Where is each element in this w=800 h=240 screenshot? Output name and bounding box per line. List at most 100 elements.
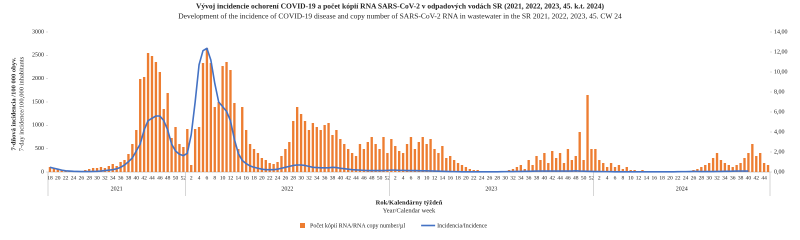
bar <box>390 139 393 172</box>
bar <box>398 151 401 172</box>
bar <box>586 95 589 172</box>
x-tick-label: 50 <box>581 175 587 181</box>
bar <box>413 149 417 172</box>
x-tick-label: 36 <box>118 175 124 181</box>
bar <box>343 144 346 172</box>
bar <box>598 160 601 172</box>
bar <box>260 158 264 172</box>
x-tick-label: 12 <box>636 175 642 181</box>
bar <box>566 149 570 172</box>
y-tick-label: 1500 <box>32 99 44 105</box>
bar <box>719 160 723 172</box>
x-tick-label: 20 <box>667 175 673 181</box>
x-tick-label: 18 <box>251 175 257 181</box>
bar <box>268 163 271 172</box>
bar <box>205 48 209 172</box>
x-tick-label: 46 <box>157 175 163 181</box>
bar <box>170 138 173 172</box>
x-tick-label: 48 <box>165 175 171 181</box>
bar <box>319 130 322 172</box>
bar <box>759 153 762 172</box>
bar <box>766 165 770 172</box>
x-tick-label: 18 <box>455 175 461 181</box>
bar <box>578 132 581 172</box>
x-tick-label: 20 <box>463 175 469 181</box>
year-label: 2021 <box>111 186 123 192</box>
y2-tick-label: 6,00 <box>774 109 785 115</box>
bar <box>449 156 452 172</box>
bar <box>362 149 366 172</box>
bar <box>252 149 256 172</box>
bar <box>531 165 534 172</box>
bar <box>48 167 52 172</box>
x-tick-label: 46 <box>361 175 367 181</box>
y-tick-label: 3000 <box>32 29 44 35</box>
y2-tick-label: 14,00 <box>774 29 788 35</box>
x-tick-label: 42 <box>549 175 555 181</box>
x-tick-label: 34 <box>110 175 116 181</box>
bar <box>237 149 240 172</box>
x-tick-label: 16 <box>243 175 249 181</box>
x-tick-label: 40 <box>338 175 344 181</box>
bar <box>609 163 613 172</box>
x-tick-label: 36 <box>730 175 736 181</box>
bar <box>347 149 350 172</box>
x-tick-label: 50 <box>173 175 179 181</box>
bar <box>284 149 287 172</box>
bar <box>468 169 471 172</box>
bar <box>60 170 63 172</box>
bar <box>241 107 244 172</box>
bar <box>554 158 558 172</box>
x-tick-label: 12 <box>432 175 438 181</box>
bar <box>197 127 201 172</box>
x-tick-label: 32 <box>102 175 108 181</box>
bar <box>527 160 530 172</box>
y-tick-label: 500 <box>35 146 44 152</box>
bar <box>217 102 220 172</box>
x-tick-label: 10 <box>424 175 430 181</box>
line <box>49 47 749 173</box>
x-tick-label: 8 <box>213 175 216 181</box>
bar <box>429 139 432 172</box>
y2-tick-label: 12,00 <box>774 49 788 55</box>
bar <box>99 167 103 172</box>
x-tick-label: 26 <box>283 175 289 181</box>
bar <box>382 137 385 172</box>
year-label: 2024 <box>676 186 688 192</box>
x-tick-label: 6 <box>206 175 209 181</box>
bar <box>95 168 99 172</box>
x-tick-label: 24 <box>683 175 689 181</box>
bar <box>417 142 420 172</box>
bar <box>727 165 730 172</box>
x-tick-label: 36 <box>322 175 328 181</box>
bar <box>323 125 326 172</box>
bar <box>142 77 146 172</box>
bar <box>711 158 715 172</box>
bar <box>139 79 142 172</box>
bar <box>315 127 318 172</box>
x-axis-title: Year/Calendar week <box>383 207 436 214</box>
bar <box>299 114 303 172</box>
x-tick-label: 42 <box>141 175 147 181</box>
bar <box>158 72 162 172</box>
x-tick-label: 26 <box>79 175 85 181</box>
y-tick-label: 0 <box>41 169 44 175</box>
bar <box>107 166 110 172</box>
bar <box>723 163 727 172</box>
bar <box>292 121 295 172</box>
bar <box>182 147 185 172</box>
x-tick-label: 44 <box>353 175 359 181</box>
bar <box>539 160 542 172</box>
x-tick-label: 22 <box>471 175 477 181</box>
bar <box>386 153 389 172</box>
bar <box>311 123 315 172</box>
bar <box>605 167 609 172</box>
bar <box>519 165 523 172</box>
x-tick-label: 38 <box>126 175 132 181</box>
y2-tick-label: 10,00 <box>774 69 788 75</box>
x-tick-label: 16 <box>651 175 657 181</box>
x-tick-label: 2 <box>394 175 397 181</box>
bar <box>747 153 750 172</box>
x-tick-label: 46 <box>565 175 571 181</box>
x-tick-label: 38 <box>330 175 336 181</box>
